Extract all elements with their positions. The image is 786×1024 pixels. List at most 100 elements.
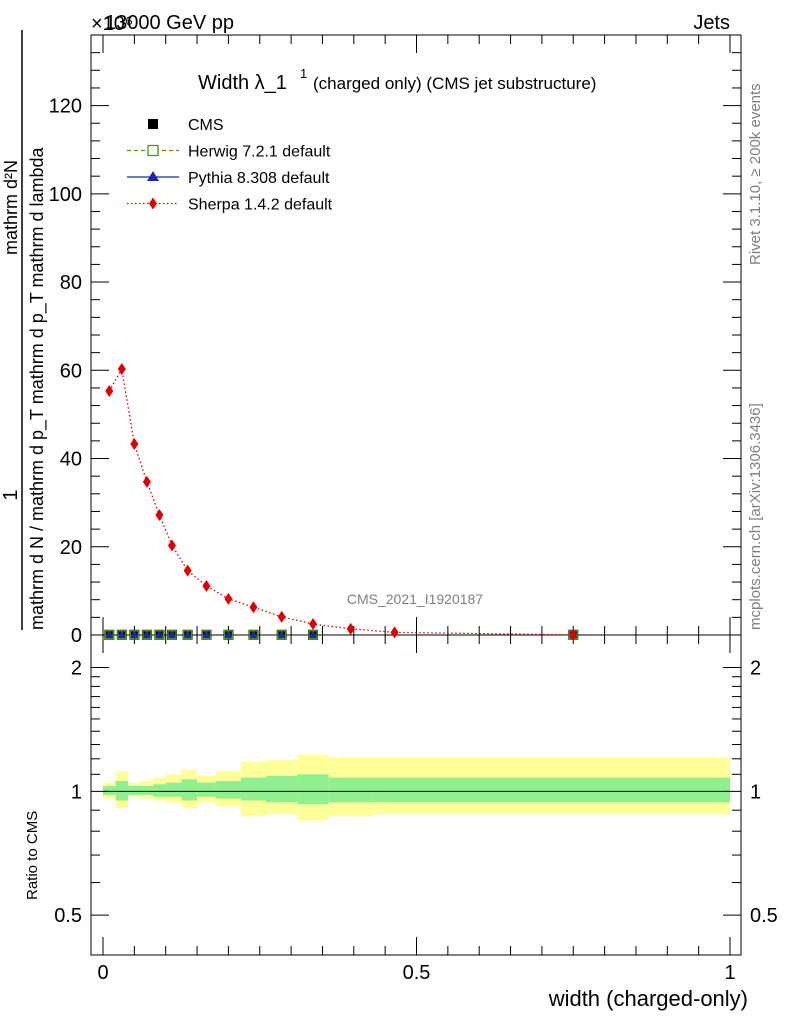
ratio-band-stat <box>328 777 373 803</box>
exponent-marker: ×10⁶ <box>91 13 133 35</box>
herwig-point <box>142 630 152 640</box>
ratio-band-stat <box>266 775 298 803</box>
ratio-band-stat <box>197 782 216 797</box>
legend-label-pythia: Pythia 8.308 default <box>188 170 330 187</box>
main-ytick-label: 0 <box>71 625 82 647</box>
pythia-point <box>154 629 165 639</box>
legend-marker-sherpa <box>149 197 157 210</box>
herwig-point <box>248 630 259 640</box>
pythia-point <box>166 629 177 639</box>
ratio-ytick-label-right: 1 <box>750 781 761 803</box>
xtick-label: 0.5 <box>403 962 431 984</box>
sherpa-point <box>249 601 258 614</box>
sherpa-point <box>390 626 399 639</box>
ratio-ytick-label-right: 2 <box>750 658 761 680</box>
ratio-band-stat <box>372 777 730 803</box>
legend-label-herwig: Herwig 7.2.1 default <box>188 144 331 161</box>
ylabel-right-numerator: mathrm d²N <box>1 160 21 255</box>
herwig-point <box>167 630 177 640</box>
sherpa-point <box>142 475 151 488</box>
sherpa-curve <box>108 367 574 636</box>
rivet-label: Rivet 3.1.10, ≥ 200k events <box>747 83 764 265</box>
ratio-band-stat <box>240 777 267 801</box>
pythia-point <box>104 629 115 639</box>
ylabel-numerator: 1 <box>0 489 22 500</box>
sherpa-point <box>202 580 211 593</box>
sherpa-point <box>309 617 318 630</box>
ratio-ytick-label: 1 <box>71 781 82 803</box>
main-ytick-label: 40 <box>60 449 82 471</box>
plot-title-superscript: 1 <box>300 66 307 81</box>
pythia-point <box>248 629 259 639</box>
sherpa-point <box>569 628 578 641</box>
herwig-point <box>182 630 193 640</box>
legend-marker-pythia <box>147 171 159 181</box>
sherpa-point <box>277 610 286 623</box>
sherpa-point <box>346 622 355 635</box>
ratio-band-stat <box>153 784 166 797</box>
main-ytick-label: 60 <box>60 360 82 382</box>
mcplots-label: mcplots.cern.ch [arXiv:1306.3436] <box>747 403 764 630</box>
main-ytick-label: 80 <box>60 272 82 294</box>
main-ytick-label: 100 <box>49 184 82 206</box>
legend-label-sherpa: Sherpa 1.4.2 default <box>188 197 333 214</box>
pythia-point <box>141 629 152 639</box>
ratio-band-stat <box>165 782 182 797</box>
xtick-label: 1 <box>724 962 735 984</box>
herwig-point <box>277 630 287 640</box>
process-label: Jets <box>693 12 730 34</box>
plot-title-sub: (charged only) (CMS jet substructure) <box>313 74 596 93</box>
series-markers <box>104 362 579 641</box>
pythia-point <box>116 629 127 639</box>
ratio-ytick-label: 2 <box>71 658 82 680</box>
x-axis-ticks: 0 0.5 1 <box>97 35 736 984</box>
herwig-point <box>308 630 318 640</box>
plot-title-main: Width λ_1 <box>198 72 287 94</box>
ratio-band-stat <box>215 780 241 799</box>
analysis-watermark: CMS_2021_I1920187 <box>347 591 483 607</box>
ratio-band-stat <box>297 774 329 805</box>
legend-marker-herwig <box>147 144 159 157</box>
x-axis-label: width (charged-only) <box>548 986 748 1011</box>
pythia-point <box>223 629 234 639</box>
ratio-ylabel: Ratio to CMS <box>24 811 41 900</box>
pythia-point <box>201 629 212 639</box>
sherpa-line <box>108 367 574 636</box>
main-axis-ticks: 0 20 40 60 80 100 120 <box>49 34 741 647</box>
ratio-band-stat <box>128 786 141 795</box>
legend: CMS Herwig 7.2.1 default Pythia 8.308 defa… <box>127 117 333 214</box>
pythia-point <box>129 629 140 639</box>
main-ytick-label: 20 <box>60 537 82 559</box>
pythia-point <box>182 629 193 639</box>
sherpa-point <box>183 564 192 577</box>
herwig-point <box>223 630 234 640</box>
sherpa-point <box>167 539 176 552</box>
sherpa-point <box>155 509 164 521</box>
pythia-point <box>276 629 287 639</box>
ratio-band-stat <box>181 779 198 801</box>
herwig-point <box>117 630 127 640</box>
sherpa-point <box>224 592 233 605</box>
pythia-point <box>308 629 319 639</box>
sherpa-point <box>130 437 139 450</box>
ratio-ytick-label: 0.5 <box>54 905 82 927</box>
herwig-point <box>201 630 212 640</box>
herwig-point <box>154 630 165 640</box>
legend-marker-cms <box>148 119 158 129</box>
ratio-axis-ticks: 0.5 0.5 1 1 2 2 <box>54 658 778 928</box>
herwig-point <box>104 630 114 640</box>
herwig-point <box>129 630 140 640</box>
ratio-band-stat <box>140 786 154 795</box>
energy-label: 13000 GeV pp <box>105 12 234 34</box>
sherpa-point <box>105 385 114 398</box>
ratio-uncertainty-bands <box>103 754 730 821</box>
ratio-ytick-label-right: 0.5 <box>750 905 778 927</box>
ratio-band-stat <box>115 780 129 801</box>
ratio-band-stat <box>103 786 116 795</box>
sherpa-point <box>117 362 126 375</box>
legend-label-cms: CMS <box>188 117 224 134</box>
main-ytick-label: 120 <box>49 96 82 118</box>
xtick-label: 0 <box>97 962 108 984</box>
ylabel-denominator: mathrm d N / mathrm d p_T mathrm d p_T m… <box>27 147 48 630</box>
